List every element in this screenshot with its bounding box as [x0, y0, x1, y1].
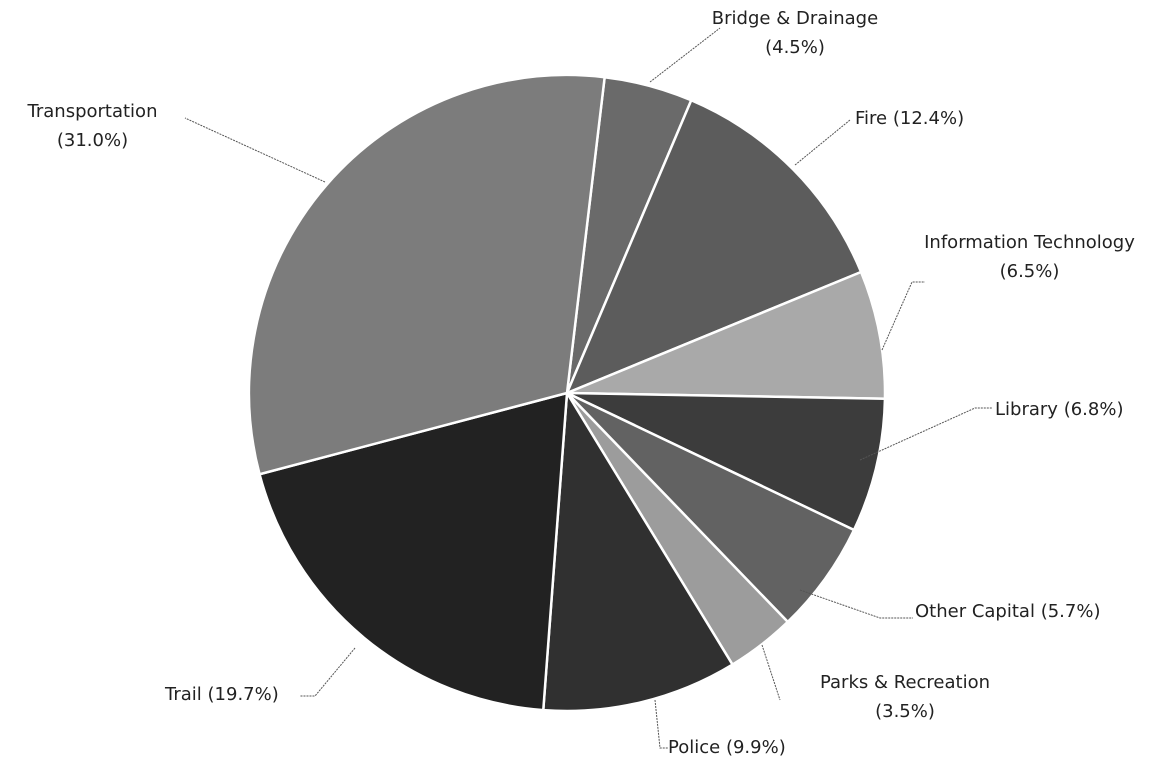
slice-name: Other Capital [915, 601, 1035, 622]
slice-label: Trail (19.7%) [165, 680, 279, 709]
slice-value: (31.0%) [56, 130, 129, 151]
slice-name: Library [995, 399, 1058, 420]
leader-line [300, 647, 356, 697]
slice-label: Information Technology (6.5%) [922, 228, 1137, 286]
pie-slice [564, 98, 863, 396]
pie-slice [247, 73, 607, 476]
slice-value: (3.5%) [875, 701, 935, 722]
slice-name: Fire [855, 108, 888, 129]
slice-name: Bridge & Drainage [711, 8, 879, 29]
slice-value: (5.7%) [1040, 601, 1101, 622]
pie-slice [258, 391, 569, 712]
leader-line [799, 589, 913, 619]
leader-line [859, 407, 992, 461]
leader-line [881, 281, 925, 351]
leader-line [794, 119, 851, 166]
leader-line [761, 644, 781, 701]
slice-value: (9.9%) [725, 737, 786, 758]
slice-label: Parks & Recreation (3.5%) [770, 668, 1040, 726]
slice-label: Other Capital (5.7%) [915, 597, 1100, 626]
slice-name: Parks & Recreation [819, 672, 990, 693]
slice-label: Fire (12.4%) [855, 104, 964, 133]
pie-slice [566, 270, 887, 401]
slice-value: (6.5%) [999, 261, 1060, 282]
slice-value: (6.8%) [1063, 399, 1124, 420]
slice-value: (4.5%) [765, 37, 825, 58]
slice-name: Police [668, 737, 721, 758]
slice-name: Information Technology [924, 232, 1135, 253]
slice-label: Police (9.9%) [668, 733, 786, 762]
leader-line [184, 117, 326, 183]
pie-slice [541, 389, 735, 713]
slice-label: Library (6.8%) [995, 395, 1123, 424]
slice-label: Bridge & Drainage (4.5%) [700, 4, 890, 62]
leader-line [654, 699, 668, 749]
leader-line [649, 27, 721, 83]
slice-name: Trail [165, 684, 202, 705]
slice-value: (12.4%) [892, 108, 965, 129]
slice-name: Transportation [27, 101, 158, 122]
slice-value: (19.7%) [207, 684, 279, 705]
slice-label: Transportation (31.0%) [0, 97, 185, 155]
pie-slice [566, 391, 887, 532]
